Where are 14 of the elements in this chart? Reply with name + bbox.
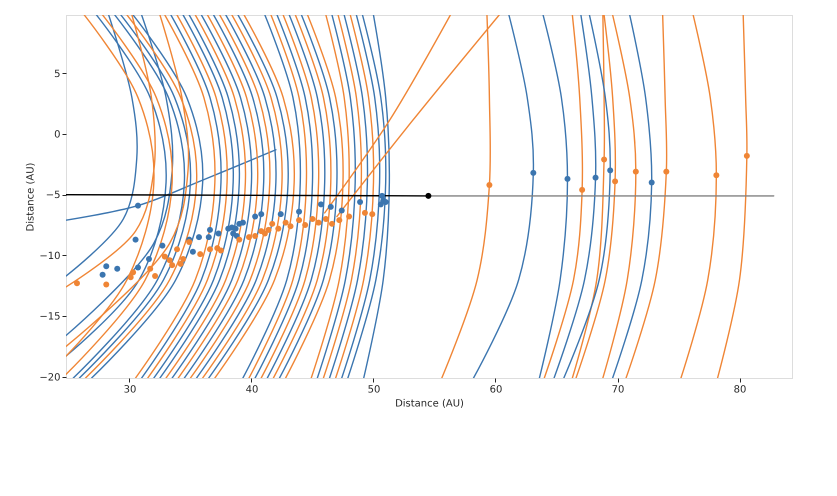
x-tick-label: 30	[124, 384, 136, 396]
x-tick-label: 80	[734, 384, 746, 396]
y-tick-label: 0	[54, 129, 60, 140]
y-tick-label: −20	[39, 372, 60, 384]
x-axis-title: Distance (AU)	[395, 398, 464, 410]
y-tick-label: −5	[46, 190, 60, 202]
x-tick-label: 60	[490, 384, 502, 396]
y-tick-label: −10	[39, 250, 60, 262]
y-axis-title: Distance (AU)	[25, 162, 36, 232]
x-tick-label: 40	[246, 384, 258, 396]
x-tick-label: 50	[368, 384, 380, 396]
y-tick-label: 5	[54, 68, 60, 80]
y-tick-label: −15	[39, 312, 60, 323]
x-tick-label: 70	[612, 384, 624, 396]
